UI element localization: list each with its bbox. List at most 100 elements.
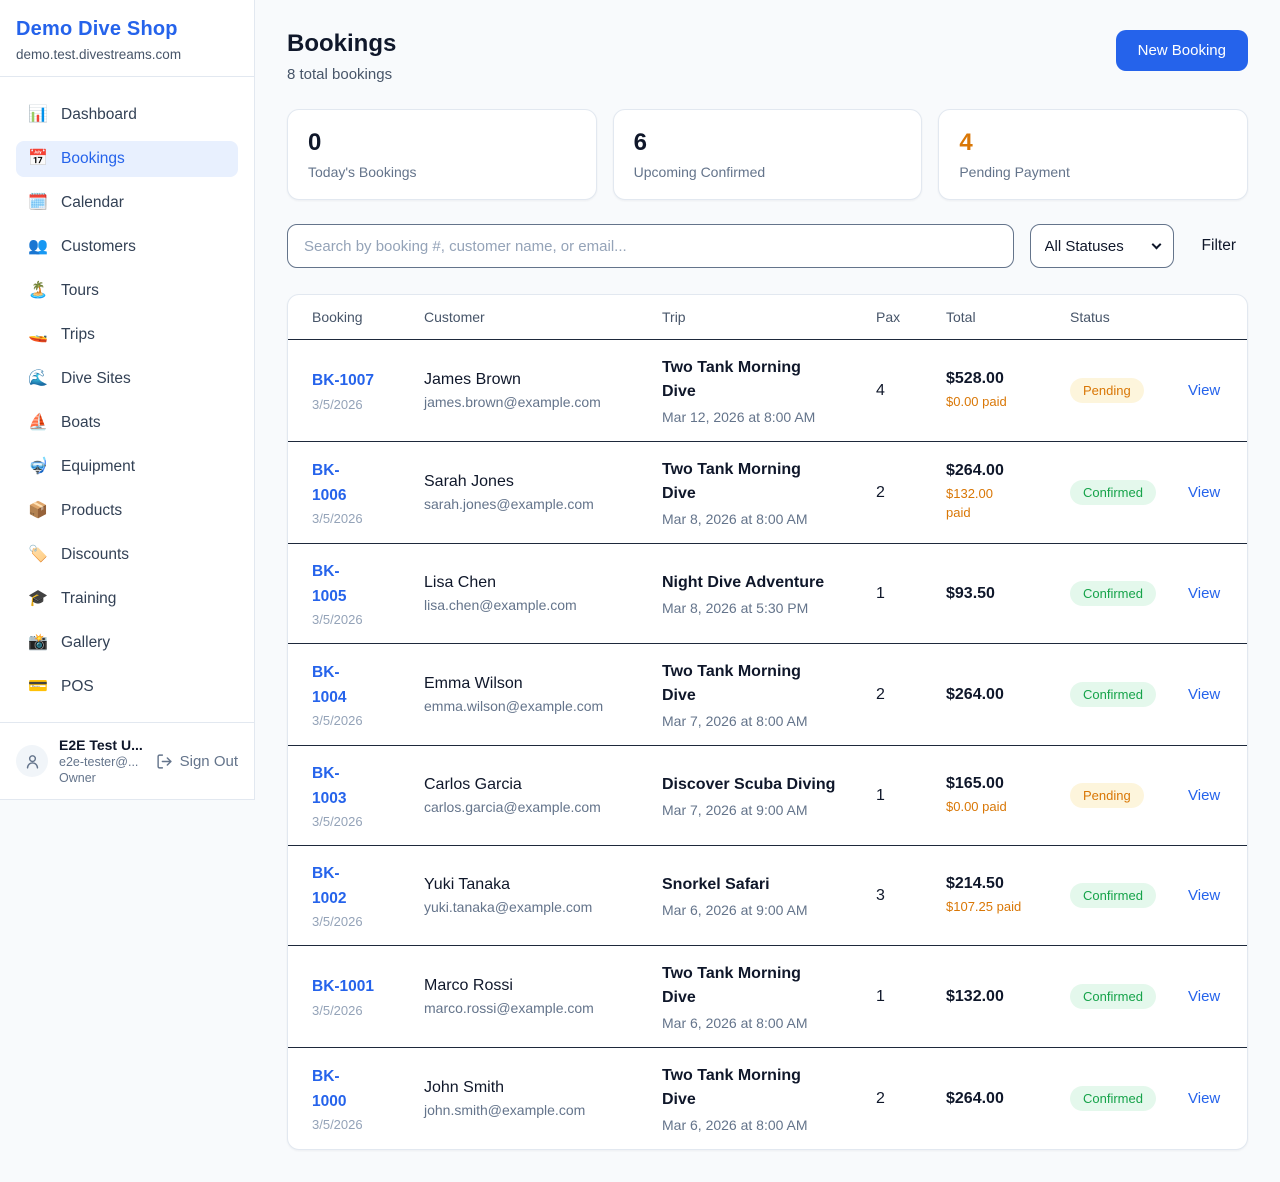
page-header: Bookings 8 total bookings New Booking xyxy=(287,30,1248,83)
search-input[interactable] xyxy=(287,224,1014,268)
booking-id-link[interactable]: BK-1001 xyxy=(312,978,375,996)
user-icon xyxy=(26,754,38,769)
sidebar-item-label: Equipment xyxy=(61,458,136,475)
column-header-booking: Booking xyxy=(312,309,363,325)
filter-button[interactable]: Filter xyxy=(1190,237,1248,255)
sidebar-item-label: Customers xyxy=(61,238,136,255)
sidebar-nav: 📊 Dashboard 📅 Bookings 🗓️ Calendar 👥 Customers 🏝… xyxy=(0,77,254,715)
total-amount: $214.50 xyxy=(946,874,1004,892)
customer-name: Lisa Chen xyxy=(424,574,497,591)
new-booking-button[interactable]: New Booking xyxy=(1115,30,1248,71)
view-link[interactable]: View xyxy=(1188,886,1221,904)
total-amount: $528.00 xyxy=(946,369,1004,387)
status-badge: Pending xyxy=(1070,378,1144,403)
sidebar-item-label: Tours xyxy=(61,282,99,299)
stat-card-today-s-bookings: 0 Today's Bookings xyxy=(287,109,597,200)
view-link[interactable]: View xyxy=(1188,381,1221,399)
status-badge: Confirmed xyxy=(1070,883,1156,908)
sidebar-item-training[interactable]: 🎓 Training xyxy=(16,581,238,617)
sidebar-item-label: Training xyxy=(61,590,117,607)
sidebar-item-discounts[interactable]: 🏷️ Discounts xyxy=(16,537,238,573)
trip-time: Mar 12, 2026 at 8:00 AM xyxy=(662,409,816,425)
products-icon: 📦 xyxy=(28,502,48,519)
sign-out-label: Sign Out xyxy=(179,752,238,770)
view-link[interactable]: View xyxy=(1188,987,1221,1005)
booking-id-link[interactable]: BK-1007 xyxy=(312,372,375,390)
page-subtitle: 8 total bookings xyxy=(287,66,393,83)
total-amount: $264.00 xyxy=(946,462,1004,480)
sidebar-item-dive-sites[interactable]: 🌊 Dive Sites xyxy=(16,361,238,397)
booking-id-link[interactable]: BK- 1005 xyxy=(312,563,347,605)
sidebar-item-customers[interactable]: 👥 Customers xyxy=(16,229,238,265)
pax-count: 3 xyxy=(876,886,885,904)
sidebar-item-trips[interactable]: 🚤 Trips xyxy=(16,317,238,353)
customer-name: Emma Wilson xyxy=(424,675,523,692)
equipment-icon: 🤿 xyxy=(28,458,48,475)
booking-date: 3/5/2026 xyxy=(312,396,363,412)
avatar xyxy=(16,745,48,777)
pax-count: 1 xyxy=(876,987,885,1005)
view-link[interactable]: View xyxy=(1188,786,1221,804)
view-link[interactable]: View xyxy=(1188,1089,1221,1107)
table-row: BK- 1004 3/5/2026 Emma Wilson emma.wilson… xyxy=(288,643,1247,745)
amount-paid: $0.00 paid xyxy=(946,798,1007,814)
user-footer: E2E Test U... e2e-tester@... Owner Sign … xyxy=(0,722,254,799)
sidebar-item-dashboard[interactable]: 📊 Dashboard xyxy=(16,97,238,133)
user-name: E2E Test U... xyxy=(59,737,143,753)
sidebar-item-label: POS xyxy=(61,678,94,695)
gallery-icon: 📸 xyxy=(28,634,48,651)
column-header-customer: Customer xyxy=(424,309,485,325)
table-row: BK- 1003 3/5/2026 Carlos Garcia carlos.ga… xyxy=(288,745,1247,845)
booking-id-link[interactable]: BK- 1004 xyxy=(312,664,347,706)
trip-time: Mar 7, 2026 at 9:00 AM xyxy=(662,802,808,818)
total-amount: $132.00 xyxy=(946,987,1004,1005)
pax-count: 2 xyxy=(876,685,885,703)
sidebar-item-boats[interactable]: ⛵ Boats xyxy=(16,405,238,441)
sidebar-item-label: Calendar xyxy=(61,194,124,211)
brand-domain: demo.test.divestreams.com xyxy=(16,47,182,62)
booking-id-link[interactable]: BK- 1000 xyxy=(312,1068,347,1110)
sidebar-item-bookings[interactable]: 📅 Bookings xyxy=(16,141,238,177)
trip-time: Mar 6, 2026 at 8:00 AM xyxy=(662,1117,808,1133)
total-amount: $264.00 xyxy=(946,1089,1004,1107)
pos-icon: 💳 xyxy=(28,678,48,695)
trip-time: Mar 8, 2026 at 8:00 AM xyxy=(662,511,808,527)
booking-date: 3/5/2026 xyxy=(312,1002,363,1018)
booking-id-link[interactable]: BK- 1006 xyxy=(312,462,347,504)
trip-time: Mar 8, 2026 at 5:30 PM xyxy=(662,600,809,616)
amount-paid: $107.25 paid xyxy=(946,898,1022,914)
sidebar-item-pos[interactable]: 💳 POS xyxy=(16,669,238,705)
user-info: E2E Test U... e2e-tester@... Owner xyxy=(59,737,145,785)
bookings-table: Booking Customer Trip Pax Total Status BK-100… xyxy=(287,294,1248,1150)
booking-date: 3/5/2026 xyxy=(312,913,363,929)
table-header: Booking Customer Trip Pax Total Status xyxy=(288,295,1247,339)
column-header-pax: Pax xyxy=(876,309,901,325)
view-link[interactable]: View xyxy=(1188,584,1221,602)
sidebar-item-label: Boats xyxy=(61,414,101,431)
booking-id-link[interactable]: BK- 1003 xyxy=(312,765,347,807)
trip-time: Mar 6, 2026 at 8:00 AM xyxy=(662,1015,808,1031)
status-select-wrap: All Statuses xyxy=(1029,224,1174,268)
table-row: BK-1007 3/5/2026 James Brown james.brown… xyxy=(288,339,1247,441)
boats-icon: ⛵ xyxy=(28,414,48,431)
status-badge: Confirmed xyxy=(1070,682,1156,707)
status-badge: Confirmed xyxy=(1070,984,1156,1009)
sidebar-item-gallery[interactable]: 📸 Gallery xyxy=(16,625,238,661)
main-content: Bookings 8 total bookings New Booking 0 T… xyxy=(255,0,1280,1182)
status-select[interactable]: All Statuses xyxy=(1029,224,1174,268)
customer-email: yuki.tanaka@example.com xyxy=(424,899,593,915)
sidebar-item-equipment[interactable]: 🤿 Equipment xyxy=(16,449,238,485)
customer-name: Yuki Tanaka xyxy=(424,876,510,893)
sidebar-item-products[interactable]: 📦 Products xyxy=(16,493,238,529)
booking-date: 3/5/2026 xyxy=(312,712,363,728)
sign-out-button[interactable]: Sign Out xyxy=(156,753,238,770)
sidebar-item-tours[interactable]: 🏝️ Tours xyxy=(16,273,238,309)
trip-time: Mar 6, 2026 at 9:00 AM xyxy=(662,902,808,918)
sidebar-item-calendar[interactable]: 🗓️ Calendar xyxy=(16,185,238,221)
sidebar-item-label: Bookings xyxy=(61,150,125,167)
pax-count: 4 xyxy=(876,381,885,399)
booking-id-link[interactable]: BK- 1002 xyxy=(312,865,347,907)
view-link[interactable]: View xyxy=(1188,685,1221,703)
pax-count: 1 xyxy=(876,786,885,804)
view-link[interactable]: View xyxy=(1188,483,1221,501)
